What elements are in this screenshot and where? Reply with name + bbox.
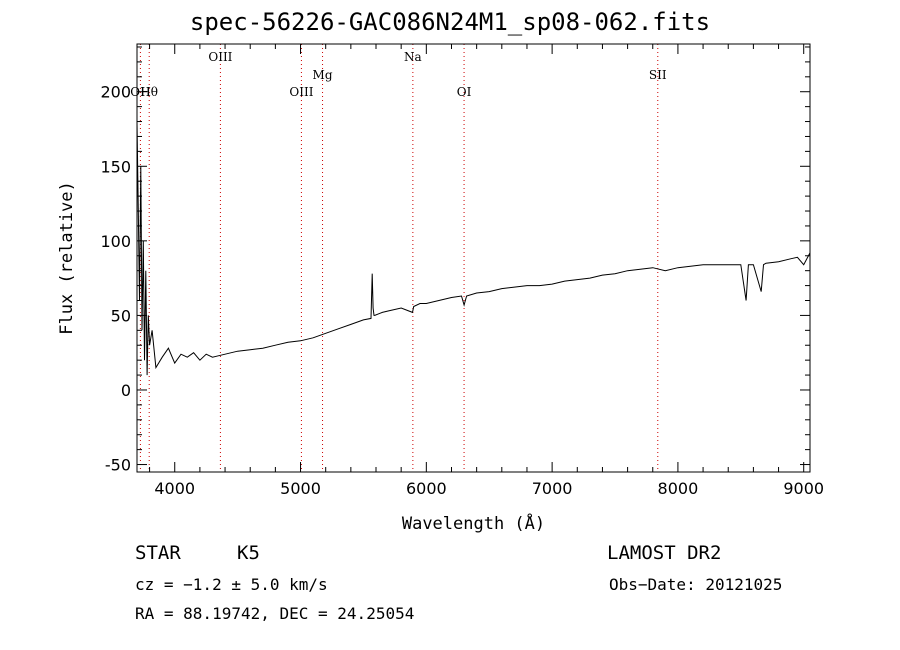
x-tick-label-2: 6000 xyxy=(406,479,447,498)
obs-date-text: Obs−Date: 20121025 xyxy=(609,575,783,594)
y-tick-label-4: 150 xyxy=(100,157,131,176)
line-marker-label-4: Mg xyxy=(313,68,333,82)
y-tick-label-1: 0 xyxy=(121,381,131,400)
x-tick-label-5: 9000 xyxy=(783,479,824,498)
y-tick-label-2: 50 xyxy=(111,306,131,325)
x-tick-label-4: 8000 xyxy=(658,479,699,498)
x-tick-label-0: 4000 xyxy=(154,479,195,498)
x-tick-label-3: 7000 xyxy=(532,479,573,498)
line-marker-label-3: OIII xyxy=(289,85,313,99)
line-marker-label-0: Hθ xyxy=(140,85,158,99)
chart-title: spec-56226-GAC086N24M1_sp08-062.fits xyxy=(189,8,711,36)
spectrum-line xyxy=(136,121,811,376)
x-axis-label: Wavelength (Å) xyxy=(402,512,545,534)
x-tick-label-1: 5000 xyxy=(280,479,321,498)
y-tick-label-3: 100 xyxy=(100,232,131,251)
object-subclass: K5 xyxy=(237,542,260,564)
y-axis-label: Flux (relative) xyxy=(57,181,77,335)
y-tick-label-5: 200 xyxy=(100,83,131,102)
line-marker-label-1: OIII xyxy=(208,50,232,64)
line-marker-label-6: OI xyxy=(457,85,472,99)
line-marker-label-5: Na xyxy=(404,50,422,64)
redshift-text: cz = −1.2 ± 5.0 km/s xyxy=(135,575,328,594)
survey-label: LAMOST DR2 xyxy=(607,542,722,564)
y-tick-label-0: -50 xyxy=(105,456,131,475)
plot-frame xyxy=(136,43,811,473)
line-marker-label-7: SII xyxy=(649,68,667,82)
coordinates-text: RA = 88.19742, DEC = 24.25054 xyxy=(135,604,415,623)
object-class: STAR xyxy=(135,542,181,564)
